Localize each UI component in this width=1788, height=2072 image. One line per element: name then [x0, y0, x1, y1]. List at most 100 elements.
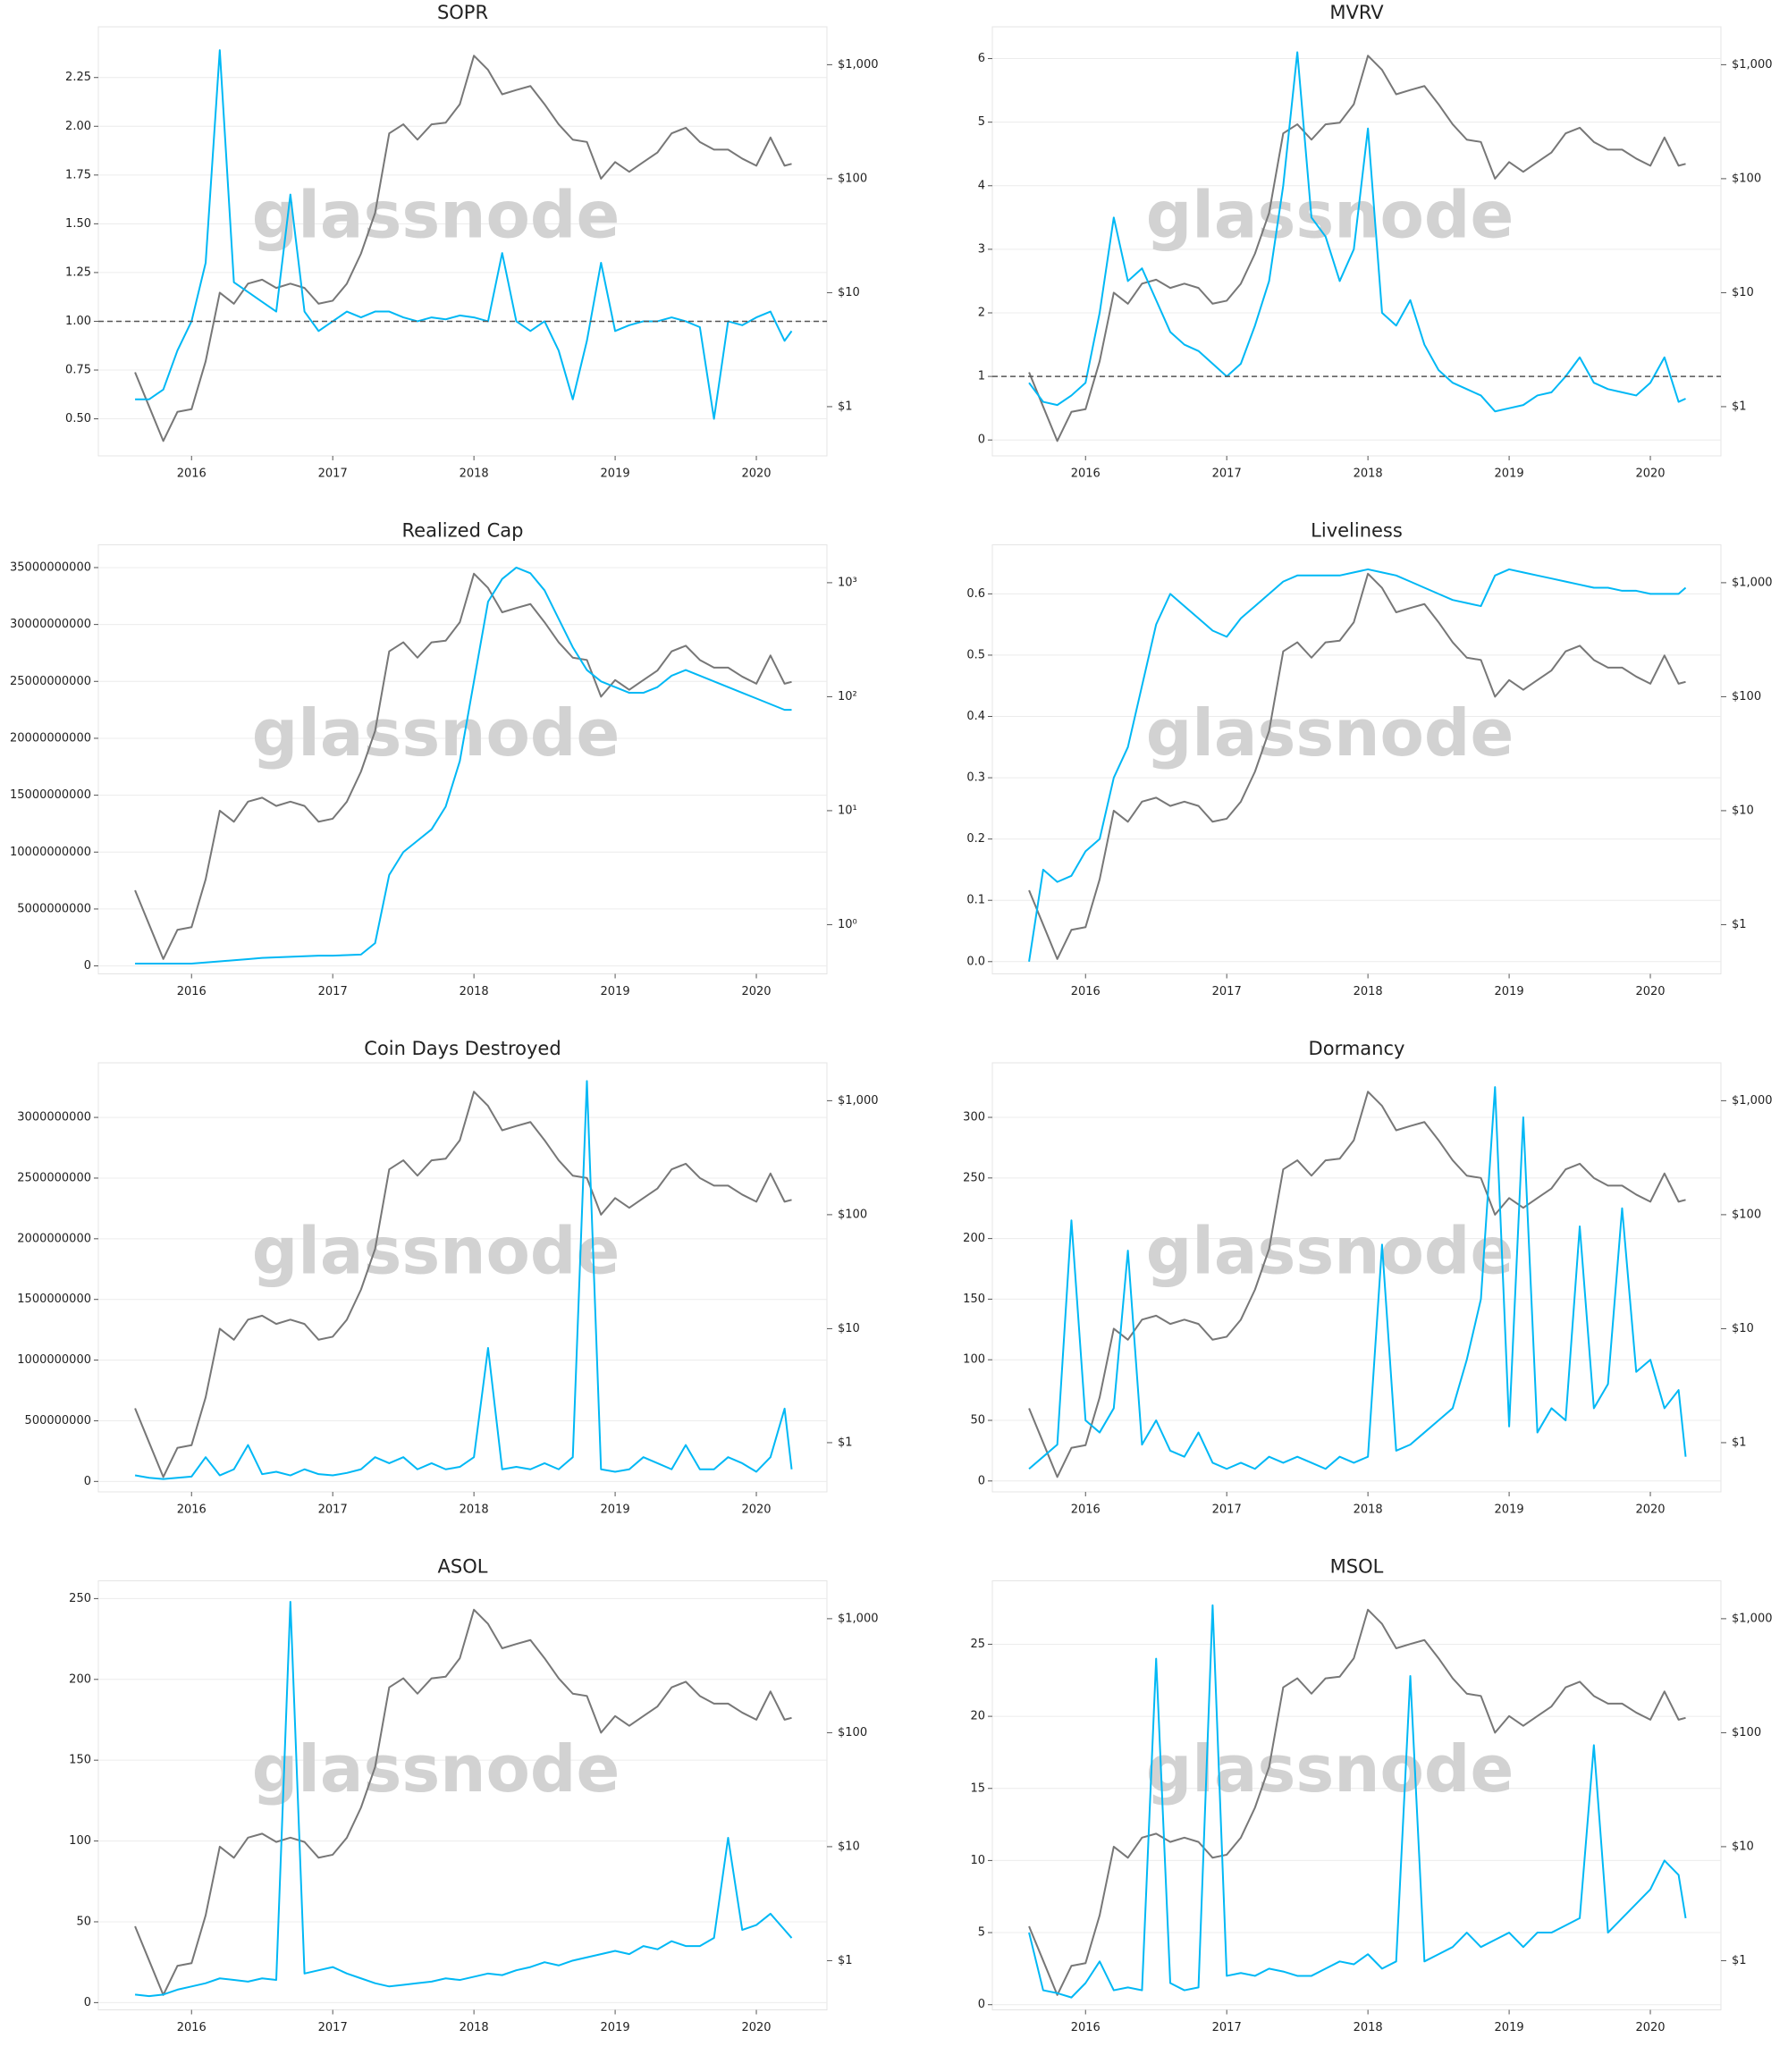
series-line: [134, 1601, 793, 1998]
y-tick-label: 100: [963, 1353, 985, 1367]
plot-frame: [97, 544, 828, 974]
chart-title: Coin Days Destroyed: [364, 1038, 561, 1059]
y-tick-label: 25000000000: [10, 675, 91, 688]
y-tick-label: 0: [978, 434, 985, 447]
y2-tick-label: $1: [1732, 400, 1747, 413]
y2-tick-label: $10: [838, 286, 860, 299]
chart-title: Liveliness: [1311, 520, 1403, 542]
plot-frame: [97, 1580, 828, 2010]
x-tick-label: 2016: [1071, 1503, 1101, 1517]
x-tick-label: 2020: [741, 467, 771, 481]
y2-tick-label: $1,000: [838, 1612, 879, 1625]
plot-frame: [991, 1062, 1722, 1493]
y-tick-label: 35000000000: [10, 560, 91, 574]
y2-tick-label: $10: [838, 1322, 860, 1335]
y-tick-label: 0.75: [65, 364, 91, 377]
watermark: glassnode: [1146, 178, 1514, 253]
x-tick-label: 2017: [318, 467, 348, 481]
y-tick-label: 4: [978, 179, 985, 192]
y2-tick-label: $100: [1732, 172, 1761, 185]
x-tick-label: 2020: [1635, 985, 1665, 998]
y2-tick-label: $10: [838, 1840, 860, 1853]
y2-tick-label: $1: [1732, 1954, 1747, 1967]
x-tick-label: 2016: [177, 1503, 207, 1517]
y-tick-label: 200: [963, 1232, 985, 1245]
y-tick-label: 0: [84, 1996, 91, 2009]
y-tick-label: 500000000: [25, 1414, 91, 1428]
y2-tick-label: $1: [1732, 1436, 1747, 1449]
x-tick-label: 2019: [601, 467, 630, 481]
x-tick-label: 2017: [1212, 985, 1242, 998]
series-line: [134, 1608, 792, 1996]
chart-title: Dormancy: [1309, 1038, 1405, 1059]
series-line: [135, 49, 793, 420]
y2-tick-label: $1,000: [1732, 576, 1773, 589]
y-tick-label: 0: [84, 959, 91, 973]
y-tick-label: 20: [970, 1710, 985, 1723]
y-tick-label: 10000000000: [10, 846, 91, 859]
y-tick-label: 2.25: [65, 71, 91, 84]
y2-tick-label: 10⁰: [838, 918, 857, 931]
y-tick-label: 1500000000: [17, 1293, 91, 1306]
y-tick-label: 0: [978, 1998, 985, 2011]
y2-tick-label: $10: [1732, 286, 1754, 299]
x-tick-label: 2019: [1495, 985, 1524, 998]
y2-tick-label: $1,000: [1732, 1612, 1773, 1625]
y-tick-label: 1: [978, 370, 985, 383]
x-tick-label: 2020: [741, 1503, 771, 1517]
y-tick-label: 2: [978, 307, 985, 320]
x-tick-label: 2019: [1495, 467, 1524, 481]
y-tick-label: 0.3: [966, 771, 985, 785]
x-tick-label: 2017: [318, 985, 348, 998]
series-line: [134, 1080, 793, 1480]
x-tick-label: 2016: [1071, 985, 1101, 998]
series-line: [1028, 1086, 1687, 1470]
x-tick-label: 2018: [1354, 985, 1383, 998]
x-tick-label: 2020: [1635, 1503, 1665, 1517]
x-tick-label: 2016: [1071, 2021, 1101, 2034]
series-line: [134, 1091, 792, 1478]
y-tick-label: 0.5: [966, 648, 985, 661]
x-tick-label: 2016: [177, 467, 207, 481]
x-tick-label: 2018: [460, 467, 489, 481]
y-tick-label: 5: [978, 1926, 985, 1940]
series-line: [1028, 1608, 1686, 1996]
x-tick-label: 2020: [741, 2021, 771, 2034]
chart-title: MSOL: [1330, 1556, 1384, 1578]
x-tick-label: 2018: [460, 2021, 489, 2034]
y-tick-label: 150: [69, 1754, 91, 1767]
y2-tick-label: $100: [838, 172, 867, 185]
y-tick-label: 2000000000: [17, 1232, 91, 1245]
x-tick-label: 2019: [1495, 2021, 1524, 2034]
x-tick-label: 2018: [1354, 1503, 1383, 1517]
plot-frame: [97, 1062, 828, 1493]
y-tick-label: 15: [970, 1781, 985, 1795]
y2-tick-label: $1: [838, 1954, 853, 1967]
x-tick-label: 2018: [460, 1503, 489, 1517]
plot-frame: [991, 26, 1722, 457]
y2-tick-label: $1,000: [1732, 1094, 1773, 1108]
y-tick-label: 10: [970, 1854, 985, 1867]
y-tick-label: 0.0: [966, 955, 985, 968]
watermark: glassnode: [1146, 695, 1514, 771]
y2-tick-label: $1: [1732, 918, 1747, 931]
y-tick-label: 250: [69, 1592, 91, 1605]
series-line: [1028, 1604, 1687, 1999]
y-tick-label: 3000000000: [17, 1111, 91, 1124]
y-tick-label: 5: [978, 115, 985, 129]
x-tick-label: 2017: [318, 1503, 348, 1517]
y2-tick-label: $100: [1732, 690, 1761, 703]
y2-tick-label: $1,000: [838, 58, 879, 72]
y2-tick-label: 10³: [838, 576, 857, 589]
series-line: [1028, 55, 1686, 442]
x-tick-label: 2019: [601, 1503, 630, 1517]
y-tick-label: 5000000000: [17, 902, 91, 915]
y-tick-label: 200: [69, 1672, 91, 1686]
series-line: [1028, 572, 1686, 960]
y-tick-label: 0.50: [65, 412, 91, 425]
y2-tick-label: $10: [1732, 1840, 1754, 1853]
y-tick-label: 0: [84, 1475, 91, 1488]
y2-tick-label: $1,000: [1732, 58, 1773, 72]
y-tick-label: 150: [963, 1293, 985, 1306]
